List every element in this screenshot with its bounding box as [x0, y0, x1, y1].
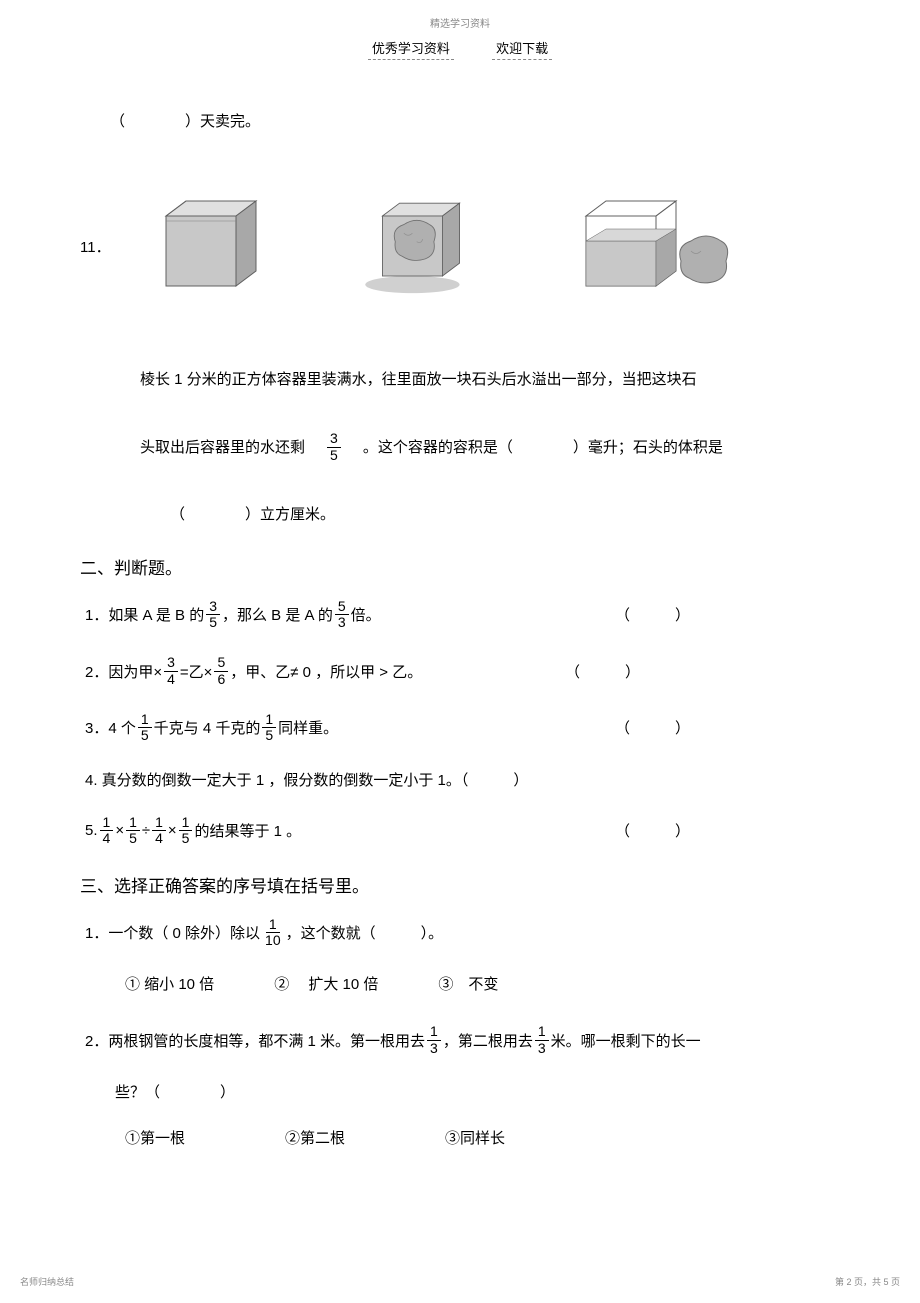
cube-rock-outside	[571, 191, 741, 301]
q11-line1: 棱长 1 分米的正方体容器里装满水，往里面放一块石头后水溢出一部分，当把这块石	[140, 361, 840, 399]
header-left: 优秀学习资料	[368, 38, 454, 60]
q11-line2-a: 头取出后容器里的水还剩	[140, 429, 305, 467]
tf2-frac1: 34	[164, 655, 178, 687]
tf1-paren: （ ）	[615, 604, 690, 625]
tf5-frac1: 14	[100, 815, 114, 847]
mc1-frac: 110	[262, 917, 284, 949]
watermark-top: 精选学习资料	[80, 15, 840, 30]
mc1-option-2: ② 扩大 10 倍	[274, 973, 378, 994]
mc2-frac2: 13	[535, 1024, 549, 1056]
tf1-frac2: 53	[335, 599, 349, 631]
tf5-frac4: 15	[179, 815, 193, 847]
mc2-option-1: ①第一根	[125, 1127, 185, 1148]
tf2-frac2: 56	[214, 655, 228, 687]
header-row: 优秀学习资料 欢迎下载	[80, 38, 840, 60]
q11-line2-b: 。这个容器的容积是（ ）毫升；石头的体积是	[363, 429, 723, 467]
tf-item-1: 1．如果 A 是 B 的 35 ，那么 B 是 A 的 53 倍。 （ ）	[85, 599, 840, 631]
cube-diagram-container	[151, 191, 741, 301]
tf3-frac2: 15	[262, 712, 276, 744]
mc2-line2: 些？（ ）	[115, 1081, 840, 1102]
mc2-option-3: ③同样长	[445, 1127, 505, 1148]
tf3-paren: （ ）	[615, 717, 690, 738]
tf-item-4: 4. 真分数的倒数一定大于 1 ，假分数的倒数一定小于 1。（ ）	[85, 769, 840, 790]
tf5-paren: （ ）	[615, 820, 690, 841]
q11-number: 11．	[80, 236, 111, 257]
footer-right: 第 2 页，共 5 页	[835, 1275, 900, 1288]
tf1-frac1: 35	[206, 599, 220, 631]
q11-line2: 头取出后容器里的水还剩 3 5 。这个容器的容积是（ ）毫升；石头的体积是	[140, 429, 840, 467]
tf3-frac1: 15	[138, 712, 152, 744]
tf5-frac2: 15	[126, 815, 140, 847]
mc2-frac1: 13	[427, 1024, 441, 1056]
section3-title: 三、选择正确答案的序号填在括号里。	[80, 872, 840, 897]
q11-row: 11．	[80, 191, 840, 301]
section2-title: 二、判断题。	[80, 554, 840, 579]
tf2-paren: （ ）	[565, 661, 640, 682]
mc1-option-1: ① 缩小 10 倍	[125, 973, 214, 994]
tf5-frac3: 14	[152, 815, 166, 847]
q11-fraction: 3 5	[327, 431, 341, 463]
tf-item-3: 3．4 个 15 千克与 4 千克的 15 同样重。 （ ）	[85, 712, 840, 744]
tf-item-2: 2．因为甲× 34 =乙× 56 ，甲、乙≠ 0 ，所以甲 > 乙。 （ ）	[85, 655, 840, 687]
mc1-option-3: ③ 不变	[438, 973, 498, 994]
header-right: 欢迎下载	[492, 38, 552, 60]
mc-item-2: 2．两根钢管的长度相等，都不满 1 米。第一根用去 13 ，第二根用去 13 米…	[85, 1024, 840, 1148]
mc-item-1: 1．一个数（ 0 除外）除以 110 ，这个数就（ ）。 ① 缩小 10 倍 ②…	[85, 917, 840, 995]
footer-left: 名师归纳总结	[20, 1275, 74, 1288]
q11-text-block: 棱长 1 分米的正方体容器里装满水，往里面放一块石头后水溢出一部分，当把这块石 …	[140, 361, 840, 534]
cube-full-water	[151, 191, 271, 301]
cube-rock-inside	[361, 191, 481, 301]
q11-line3: （ ）立方厘米。	[170, 496, 840, 534]
q10-text: （ ）天卖完。	[110, 110, 840, 131]
tf-item-5: 5. 14 × 15 ÷ 14 × 15 的结果等于 1 。 （ ）	[85, 815, 840, 847]
mc2-option-2: ②第二根	[285, 1127, 345, 1148]
